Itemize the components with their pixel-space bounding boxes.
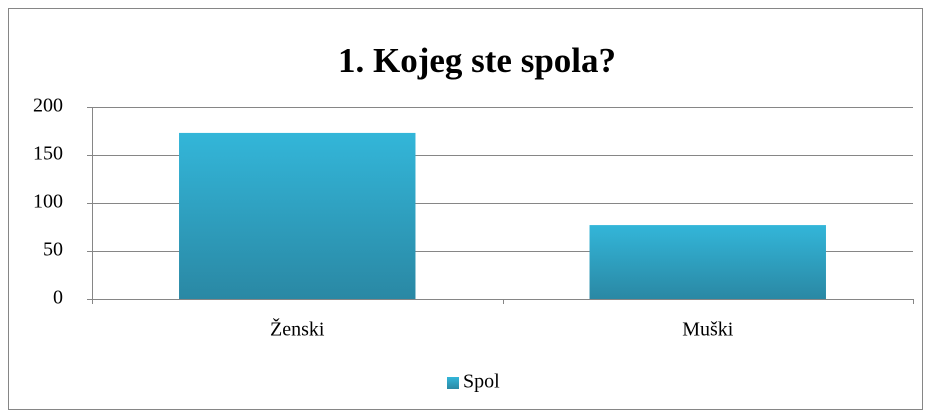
- y-tick-label: 150: [33, 143, 63, 165]
- x-tick-label: Muški: [682, 319, 734, 341]
- y-tick-label: 0: [53, 287, 63, 309]
- y-tick-label: 50: [43, 239, 63, 261]
- legend-label: Spol: [463, 371, 500, 393]
- bar: [179, 132, 416, 299]
- y-tick-label: 200: [33, 95, 63, 117]
- bar: [589, 225, 826, 299]
- x-tick-label: Ženski: [270, 318, 325, 341]
- chart-title: 1. Kojeg ste spola?: [338, 41, 616, 80]
- y-tick-label: 100: [33, 191, 63, 213]
- legend-swatch: [447, 377, 459, 389]
- chart-frame: [8, 8, 923, 410]
